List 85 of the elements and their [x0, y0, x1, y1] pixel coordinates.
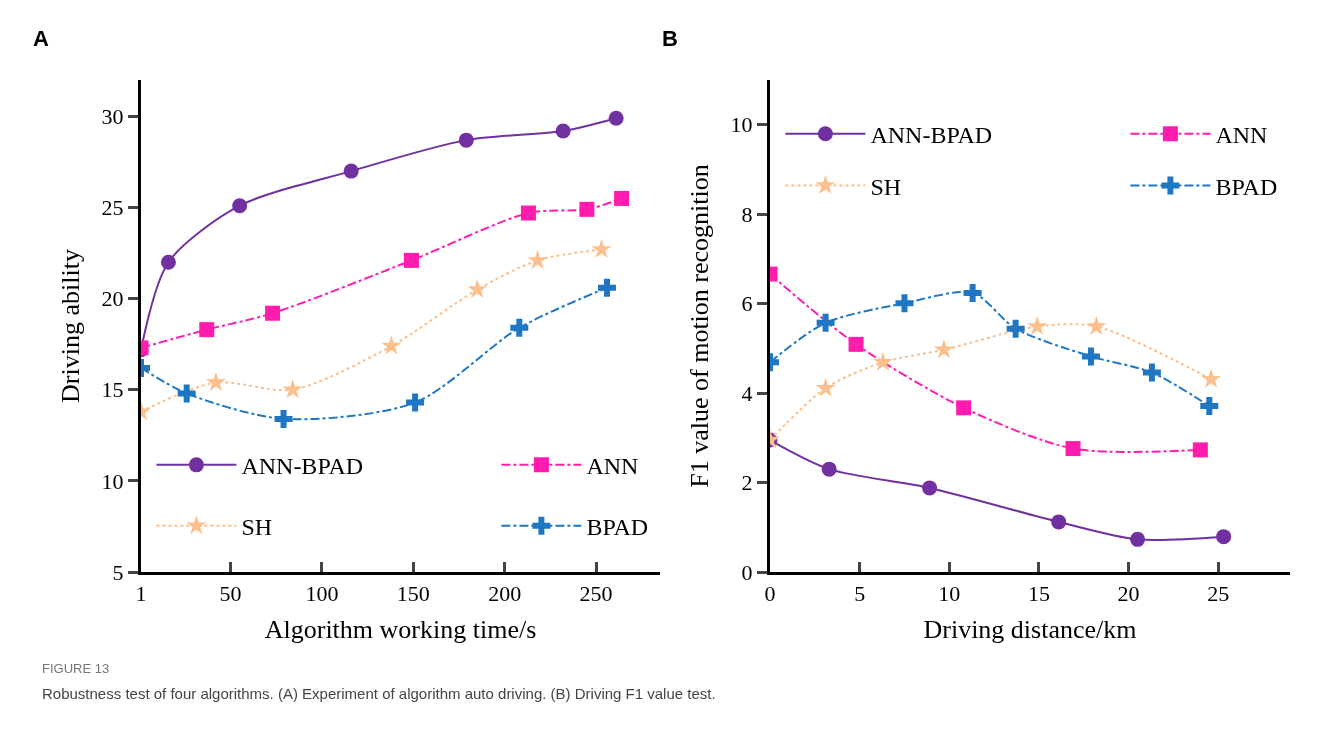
x-tick-label: 10: [938, 581, 961, 607]
point: [614, 190, 630, 206]
point: [527, 249, 548, 269]
point: [265, 305, 281, 321]
point: [160, 254, 176, 270]
point: [608, 110, 624, 126]
point: [1216, 529, 1232, 545]
y-tick-label: 10: [730, 112, 753, 138]
point: [815, 377, 836, 397]
y-tick-label: 8: [741, 201, 753, 227]
y-tick-label: 25: [101, 195, 124, 221]
point: [177, 384, 196, 403]
point: [933, 339, 954, 359]
point: [895, 294, 914, 313]
point: [1142, 363, 1161, 382]
x-tick-label: 25: [1207, 581, 1230, 607]
chart-title: B: [662, 26, 678, 51]
point: [598, 278, 616, 297]
legend-label: ANN-BPAD: [870, 122, 993, 149]
point: [199, 322, 215, 338]
point: [1006, 319, 1025, 338]
x-tick-label: 100: [305, 581, 339, 607]
point: [956, 400, 972, 416]
x-axis-title: Driving distance/km: [923, 615, 1137, 645]
y-tick-label: 6: [741, 291, 753, 317]
x-tick-label: 50: [219, 581, 242, 607]
point: [403, 252, 419, 268]
y-axis-title: F1 value of motion recognition: [685, 164, 714, 488]
y-tick-label: 20: [101, 286, 124, 312]
point: [406, 393, 425, 412]
legend-label: ANN: [1215, 122, 1268, 149]
x-axis-title: Algorithm working time/s: [264, 615, 537, 645]
point: [274, 409, 293, 428]
point: [1081, 347, 1100, 366]
y-tick-label: 10: [101, 468, 124, 494]
point: [205, 371, 226, 391]
legend-label: SH: [870, 173, 902, 200]
x-tick-label: 150: [396, 581, 430, 607]
point: [520, 205, 536, 221]
point: [1065, 441, 1081, 457]
legend-label: BPAD: [1215, 173, 1278, 200]
point: [555, 123, 571, 139]
point: [1201, 368, 1222, 388]
y-axis-title: Driving ability: [56, 249, 85, 403]
point: [1200, 397, 1219, 416]
point: [282, 379, 303, 399]
point: [963, 283, 982, 302]
chart-title: A: [33, 26, 49, 51]
point: [1130, 531, 1146, 547]
x-tick-label: 250: [579, 581, 613, 607]
x-tick-label: 200: [488, 581, 522, 607]
point: [848, 336, 864, 352]
point: [1027, 315, 1048, 335]
point: [591, 238, 612, 258]
point: [232, 198, 248, 214]
point: [381, 335, 402, 355]
legend-label: BPAD: [586, 514, 649, 541]
point: [343, 163, 359, 179]
point: [1192, 442, 1208, 458]
y-tick-label: 4: [741, 380, 753, 406]
y-tick-label: 30: [101, 104, 124, 130]
legend-label: SH: [241, 514, 273, 541]
point: [458, 132, 474, 148]
y-tick-label: 15: [101, 377, 124, 403]
legend-label: ANN-BPAD: [241, 453, 364, 480]
point: [579, 201, 595, 217]
point: [1051, 514, 1067, 530]
x-tick-label: 0: [764, 581, 776, 607]
text: Robustness test of four algorithms. (A) Experiment of algorithm auto driving. (B) Driving F1 value test.: [42, 685, 716, 702]
point: [467, 279, 488, 299]
point: [922, 480, 938, 496]
caption: FIGURE 13: [42, 661, 110, 676]
point: [1086, 315, 1107, 335]
point: [821, 461, 837, 477]
point: [816, 313, 835, 332]
x-tick-label: 15: [1027, 581, 1050, 607]
x-tick-label: 5: [854, 581, 866, 607]
y-tick-label: 0: [741, 559, 753, 585]
legend-label: ANN: [586, 453, 639, 480]
x-tick-label: 20: [1117, 581, 1140, 607]
point: [510, 318, 529, 337]
y-tick-label: 5: [112, 559, 124, 585]
point: [872, 351, 893, 371]
y-tick-label: 2: [741, 470, 753, 496]
x-tick-label: 1: [135, 581, 147, 607]
